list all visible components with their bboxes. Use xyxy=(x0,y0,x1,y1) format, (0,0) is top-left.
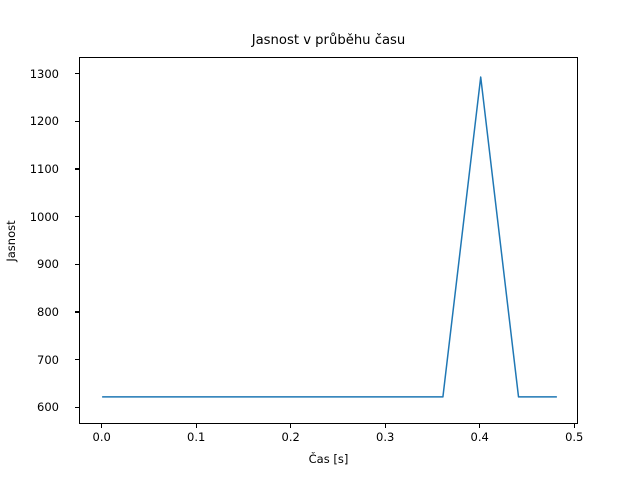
y-axis-label: Jasnost xyxy=(4,219,18,262)
x-tick-mark xyxy=(479,424,481,428)
x-tick-label: 0.4 xyxy=(470,430,489,444)
line-series-svg xyxy=(101,76,558,398)
x-tick-label: 0.1 xyxy=(187,430,206,444)
y-axis-label-container: Jasnost xyxy=(0,57,22,424)
plot-axes-area xyxy=(79,57,578,424)
y-tick-mark xyxy=(75,359,79,361)
y-tick-mark xyxy=(75,406,79,408)
y-tick-label: 1200 xyxy=(29,114,59,129)
x-tick-mark xyxy=(290,424,292,428)
x-tick-label: 0.3 xyxy=(376,430,395,444)
x-tick-label: 0.0 xyxy=(92,430,111,444)
x-tick-mark xyxy=(101,424,103,428)
x-axis-label: Čas [s] xyxy=(308,452,349,466)
x-tick-label: 0.5 xyxy=(565,430,584,444)
y-tick-label: 1100 xyxy=(29,162,59,176)
y-tick-label: 1300 xyxy=(29,66,59,81)
y-tick-mark xyxy=(75,263,79,265)
y-tick-label: 800 xyxy=(37,304,59,319)
y-tick-label: 700 xyxy=(37,352,59,367)
y-tick-label: 900 xyxy=(37,257,59,272)
y-tick-mark xyxy=(75,73,79,75)
x-tick-mark xyxy=(384,424,386,428)
y-tick-mark xyxy=(75,311,79,313)
y-tick-mark xyxy=(75,168,79,170)
y-tick-label: 1000 xyxy=(29,209,59,224)
y-tick-label: 600 xyxy=(37,400,59,415)
chart-title: Jasnost v průběhu času xyxy=(251,33,406,48)
x-tick-label: 0.2 xyxy=(281,430,300,444)
x-tick-mark xyxy=(195,424,197,428)
x-tick-mark xyxy=(573,424,575,428)
data-line-jasnost xyxy=(101,76,558,398)
y-tick-mark xyxy=(75,216,79,218)
y-tick-mark xyxy=(75,120,79,122)
